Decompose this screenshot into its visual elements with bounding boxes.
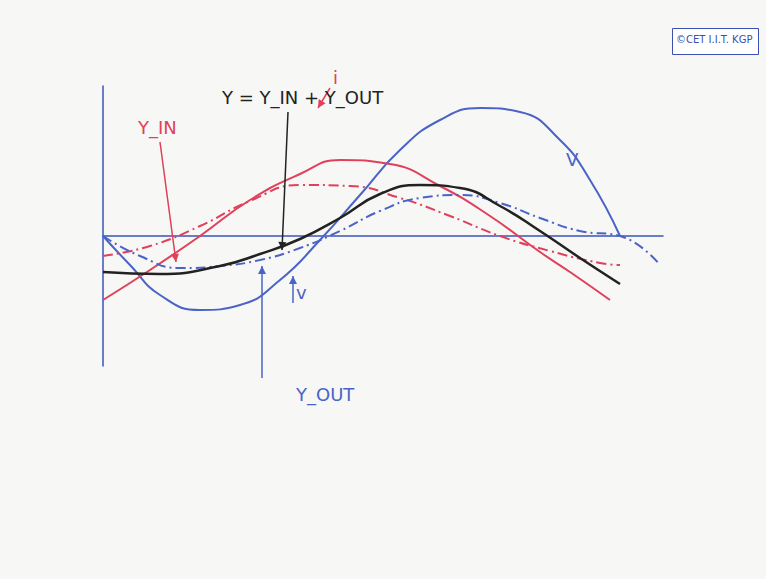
svg-text:V: V [566, 149, 579, 170]
svg-text:Y_OUT: Y_OUT [295, 384, 355, 406]
svg-text:Y = Y_IN + Y_OUT: Y = Y_IN + Y_OUT [221, 87, 384, 109]
svg-text:v: v [296, 282, 307, 303]
svg-text:©CET I.I.T. KGP: ©CET I.I.T. KGP [676, 34, 752, 45]
svg-text:Y_IN: Y_IN [137, 117, 177, 139]
svg-text:i: i [333, 67, 338, 88]
